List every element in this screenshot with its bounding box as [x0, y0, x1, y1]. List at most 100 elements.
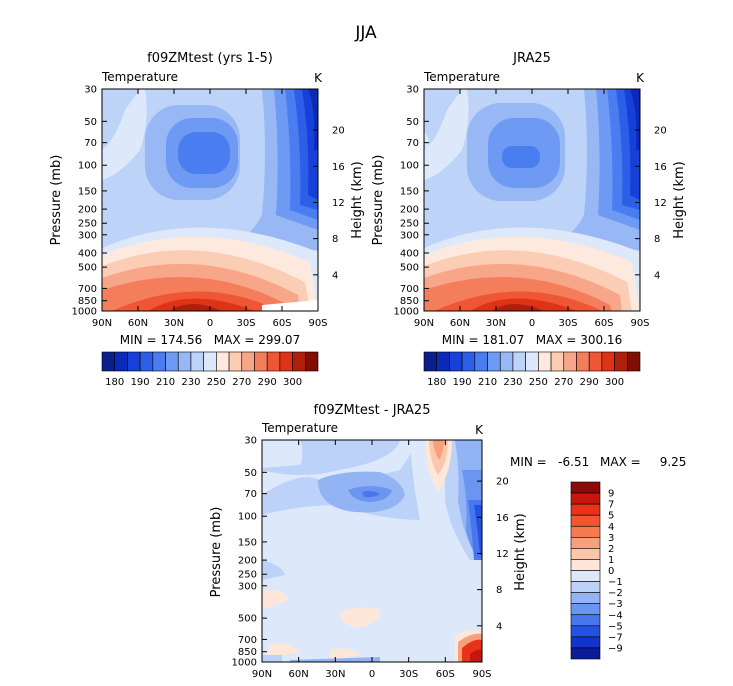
colorbar-cell: [203, 351, 217, 372]
colorbar-label: −7: [608, 632, 623, 643]
ytick-label: 1000: [232, 658, 257, 669]
colorbar-cell: [570, 548, 601, 560]
ytick-label: 700: [238, 635, 257, 646]
colorbar-cell: [266, 351, 281, 372]
colorbar-cell: [576, 351, 590, 372]
panel-2-stats: MIN = 181.07 MAX = 300.16: [442, 333, 622, 347]
ytick-label: 400: [400, 248, 419, 259]
ytick-label: 1000: [394, 307, 419, 318]
colorbar-label: 180: [427, 377, 446, 388]
ytick-label: 50: [406, 117, 419, 128]
colorbar-cell: [570, 503, 601, 516]
colorbar-cell: [550, 351, 565, 372]
panel-1-stats: MIN = 174.56 MAX = 299.07: [120, 333, 300, 347]
colorbar-cell: [588, 351, 603, 372]
rtick-label: 20: [654, 126, 667, 137]
colorbar-label: 270: [232, 377, 251, 388]
colorbar-cell: [114, 351, 128, 372]
panel-3-ylabel-right: Height (km): [513, 513, 528, 590]
colorbar-label: −4: [608, 610, 623, 621]
panel-1-colorbar: 180 190 210 230 250 270 290 300: [101, 351, 319, 388]
colorbar-cell: [570, 647, 601, 660]
panel-3-variable: Temperature: [261, 421, 338, 435]
colorbar-label: 1: [608, 555, 614, 566]
ytick-label: 50: [84, 117, 97, 128]
xtick-label: 60N: [128, 318, 148, 329]
colorbar-cell: [499, 351, 514, 372]
rtick-label: 4: [654, 270, 660, 281]
colorbar-label: 0: [608, 566, 614, 577]
colorbar-cell: [228, 351, 243, 372]
colorbar-cell: [177, 351, 192, 372]
rtick-label: 12: [332, 198, 345, 209]
ytick-label: 30: [84, 85, 97, 96]
colorbar-cell: [487, 351, 501, 372]
colorbar-cell: [449, 351, 463, 372]
panel-2-variable: Temperature: [423, 70, 500, 84]
colorbar-label: −3: [608, 599, 623, 610]
colorbar-cell: [570, 614, 601, 627]
colorbar-cell: [474, 351, 488, 372]
xtick-label: 90N: [414, 318, 434, 329]
colorbar-label: 300: [283, 377, 302, 388]
ytick-label: 250: [400, 219, 419, 230]
colorbar-label: 7: [608, 500, 614, 511]
panel-2-rticks: 20 16 12 8 4: [635, 126, 667, 281]
ytick-label: 70: [84, 138, 97, 149]
colorbar-cell: [127, 351, 141, 372]
colorbar-cell: [165, 351, 179, 372]
panel-2: JRA25 Temperature K 30 50 70: [371, 51, 687, 388]
xtick-label: 90N: [92, 318, 112, 329]
colorbar-cell: [570, 603, 601, 616]
colorbar-cell: [570, 625, 601, 638]
rtick-label: 16: [496, 513, 509, 524]
rtick-label: 8: [332, 234, 338, 245]
colorbar-label: 2: [608, 544, 614, 555]
colorbar-cell: [279, 351, 293, 372]
colorbar-cell: [525, 351, 539, 372]
xtick-label: 30S: [399, 669, 418, 680]
colorbar-cell: [570, 592, 601, 604]
colorbar-cell: [614, 351, 628, 372]
ytick-label: 500: [238, 614, 257, 625]
colorbar-label: 4: [608, 522, 614, 533]
page-title: JJA: [354, 23, 377, 43]
colorbar-cell: [139, 351, 154, 372]
ytick-label: 100: [238, 512, 257, 523]
xtick-label: 0: [529, 318, 535, 329]
colorbar-cell: [538, 351, 552, 372]
colorbar-label: 190: [453, 377, 472, 388]
ytick-label: 150: [78, 186, 97, 197]
ytick-label: 30: [244, 436, 257, 447]
ytick-label: 50: [244, 468, 257, 479]
panel-2-field: [424, 89, 640, 311]
ytick-label: 250: [78, 219, 97, 230]
panel-2-title: JRA25: [512, 51, 551, 66]
ytick-label: 200: [238, 556, 257, 567]
rtick-label: 4: [496, 621, 502, 632]
panel-1-variable: Temperature: [101, 70, 178, 84]
colorbar-cell: [570, 492, 601, 505]
panel-1-ylabel-right: Height (km): [350, 161, 365, 238]
ytick-label: 150: [400, 186, 419, 197]
panel-1-ylabel: Pressure (mb): [49, 155, 64, 246]
colorbar-cell: [304, 351, 319, 372]
xtick-label: 90N: [252, 669, 272, 680]
xtick-label: 60S: [436, 669, 455, 680]
colorbar-cell: [626, 351, 641, 372]
colorbar-cell: [254, 351, 268, 372]
ytick-label: 1000: [72, 307, 97, 318]
panel-1-rticks: 20 16 12 8 4: [313, 126, 345, 281]
ytick-label: 200: [400, 205, 419, 216]
colorbar-cell: [461, 351, 476, 372]
panel-1: f09ZMtest (yrs 1-5) Temperature K: [49, 51, 365, 388]
xtick-label: 30N: [486, 318, 506, 329]
colorbar-label: 230: [181, 377, 200, 388]
panel-3-stats-min: MIN = -6.51: [510, 455, 589, 469]
colorbar-cell: [570, 525, 601, 538]
colorbar-label: 210: [478, 377, 497, 388]
ytick-label: 200: [78, 205, 97, 216]
xtick-label: 90S: [472, 669, 491, 680]
colorbar-cell: [216, 351, 230, 372]
